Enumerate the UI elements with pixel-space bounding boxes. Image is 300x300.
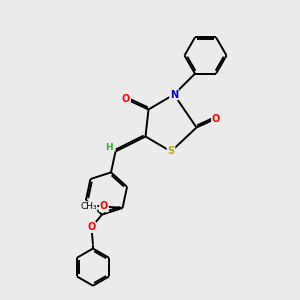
- Text: O: O: [87, 222, 96, 232]
- Text: H: H: [105, 143, 113, 152]
- Text: O: O: [122, 94, 130, 104]
- Text: O: O: [100, 202, 108, 212]
- Text: O: O: [212, 113, 220, 124]
- Text: S: S: [167, 146, 175, 157]
- Text: N: N: [170, 89, 178, 100]
- Text: CH₃: CH₃: [80, 202, 97, 211]
